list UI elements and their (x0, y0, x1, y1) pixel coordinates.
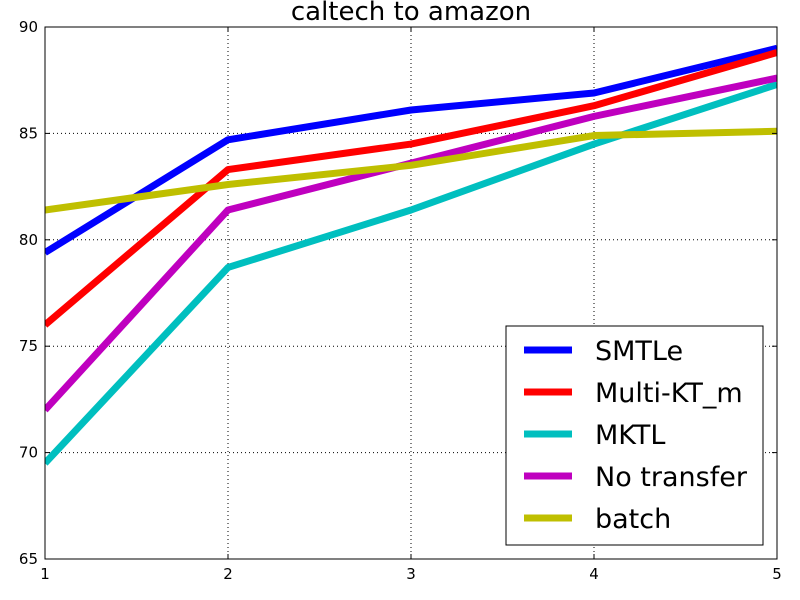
x-tick-label: 4 (589, 565, 599, 583)
axis-ticks: 1 2 3 4 5 65 70 75 80 85 90 (19, 18, 782, 583)
x-tick-label: 3 (406, 565, 416, 583)
chart-title: caltech to amazon (291, 0, 531, 27)
legend: SMTLe Multi-KT_m MKTL No transfer batch (505, 325, 764, 546)
legend-label: No transfer (595, 462, 748, 493)
y-tick-label: 65 (19, 550, 38, 568)
legend-label: batch (595, 504, 671, 535)
legend-box (505, 325, 764, 546)
legend-label: Multi-KT_m (595, 378, 743, 409)
y-tick-label: 75 (19, 337, 38, 355)
x-tick-label: 5 (772, 565, 782, 583)
legend-label: SMTLe (595, 336, 683, 367)
series-line-mktl (45, 81, 777, 466)
y-tick-label: 80 (19, 231, 38, 249)
legend-label: MKTL (595, 420, 665, 451)
y-tick-label: 90 (19, 18, 38, 36)
y-tick-label: 70 (19, 444, 38, 462)
series-line-smtle (45, 44, 777, 256)
series-lines (45, 44, 777, 466)
y-tick-label: 85 (19, 124, 38, 142)
series-line-multi-kt-m (45, 49, 777, 328)
x-tick-label: 1 (40, 565, 50, 583)
series-line-batch (45, 127, 777, 214)
x-tick-label: 2 (223, 565, 233, 583)
